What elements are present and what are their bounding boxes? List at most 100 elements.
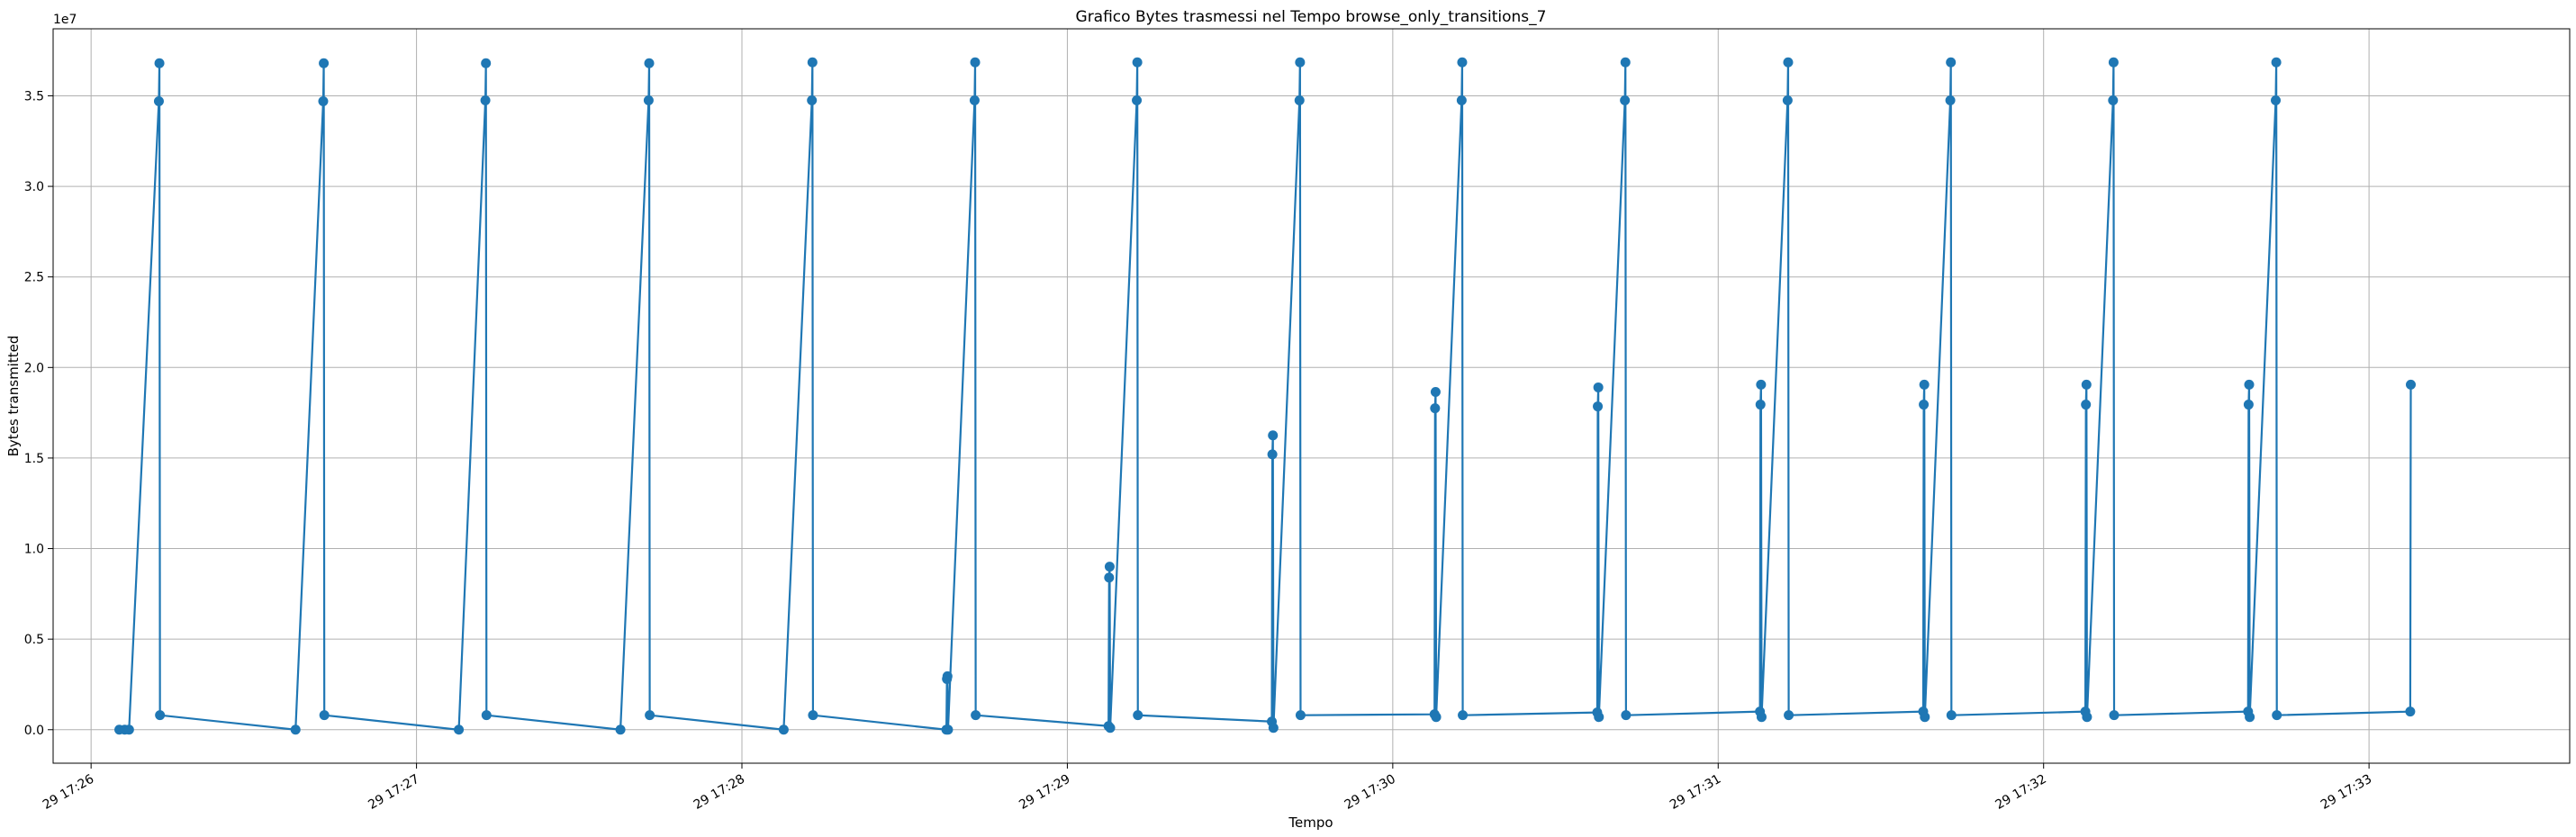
data-point [2081,379,2092,390]
data-point [153,95,164,106]
data-point [481,710,492,721]
data-point [318,95,329,106]
y-tick-label: 2.0 [24,361,44,375]
data-point [1594,712,1604,723]
x-tick-label: 29 17:31 [1668,772,1723,813]
data-point [1620,57,1631,68]
data-point [1919,400,1930,410]
data-point [1621,710,1631,721]
data-point [969,94,980,105]
y-tick-label: 2.5 [24,271,44,285]
y-tick-label: 0.5 [24,633,44,647]
data-point [290,724,301,735]
data-point [1104,572,1115,583]
data-point [2082,712,2092,723]
data-point [807,57,818,68]
y-offset-label: 1e7 [53,13,77,27]
data-point [1756,379,1767,390]
data-point [1132,57,1143,68]
chart-title: Grafico Bytes trasmessi nel Tempo browse… [1076,8,1547,26]
data-point [1268,723,1279,734]
data-point [480,94,491,105]
data-point [1430,386,1441,397]
data-point [2405,706,2416,717]
y-axis: 0.0 0.5 1.0 1.5 2.0 2.5 3.0 3.5 [24,89,53,738]
data-point [971,710,981,721]
x-axis: 29 17:26 29 17:27 29 17:28 29 17:29 29 17:30… [41,763,2374,813]
x-tick-label: 29 17:33 [2318,772,2374,813]
data-point [1946,710,1957,721]
data-point [970,57,981,68]
data-point [2245,712,2255,723]
data-point [2271,57,2282,68]
data-point [1945,94,1956,105]
data-point [1267,449,1278,460]
data-point [1920,712,1930,723]
data-point [1294,94,1305,105]
data-point [1457,57,1468,68]
data-point [1946,57,1957,68]
x-tick-label: 29 17:30 [1342,772,1398,813]
data-point [2109,710,2120,721]
data-point [778,724,789,735]
data-point [1620,94,1631,105]
data-point [1430,403,1441,414]
data-point [481,58,492,68]
data-point [615,724,626,735]
data-point [123,724,134,735]
y-tick-label: 3.0 [24,180,44,194]
data-point [643,94,654,105]
data-point [1784,710,1794,721]
y-tick-label: 1.5 [24,452,44,466]
y-tick-label: 0.0 [24,724,44,738]
x-tick-label: 29 17:28 [691,772,747,813]
data-point [1756,712,1767,723]
data-point [1295,57,1306,68]
data-points [113,57,2417,735]
y-tick-label: 1.0 [24,543,44,557]
y-tick-label: 3.5 [24,89,44,104]
data-point [1132,94,1143,105]
x-tick-label: 29 17:29 [1017,772,1072,813]
data-point [808,710,818,721]
data-point [1456,94,1467,105]
data-point [1295,710,1306,721]
data-point [454,724,465,735]
y-axis-label: Bytes transmitted [5,336,22,457]
x-tick-label: 29 17:32 [1993,772,2048,813]
data-point [1431,712,1442,723]
grid [53,29,2570,763]
plot-frame [52,28,2571,764]
plot-area [53,29,2570,763]
data-point [2406,379,2417,390]
data-point [1782,94,1793,105]
data-point [1133,710,1143,721]
data-point [942,670,953,681]
data-point [154,58,165,68]
data-point [319,58,330,68]
data-point [1783,57,1794,68]
data-point [1268,430,1279,441]
data-point [1593,401,1604,412]
data-point [2243,400,2254,410]
data-point [644,58,655,68]
data-point [1755,400,1766,410]
data-point [2108,94,2119,105]
data-point [1458,710,1469,721]
data-point [1105,723,1116,734]
data-point [319,710,330,721]
data-point [645,710,655,721]
data-point [2108,57,2119,68]
data-point [1919,379,1930,390]
x-tick-label: 29 17:26 [41,772,96,813]
data-point [807,94,818,105]
data-point [2244,379,2255,390]
data-point [155,710,166,721]
x-axis-label: Tempo [1288,814,1333,831]
x-tick-label: 29 17:27 [366,772,421,813]
data-point [1593,382,1604,392]
data-point [2272,710,2282,721]
data-point [943,724,954,735]
data-point [1104,562,1115,572]
